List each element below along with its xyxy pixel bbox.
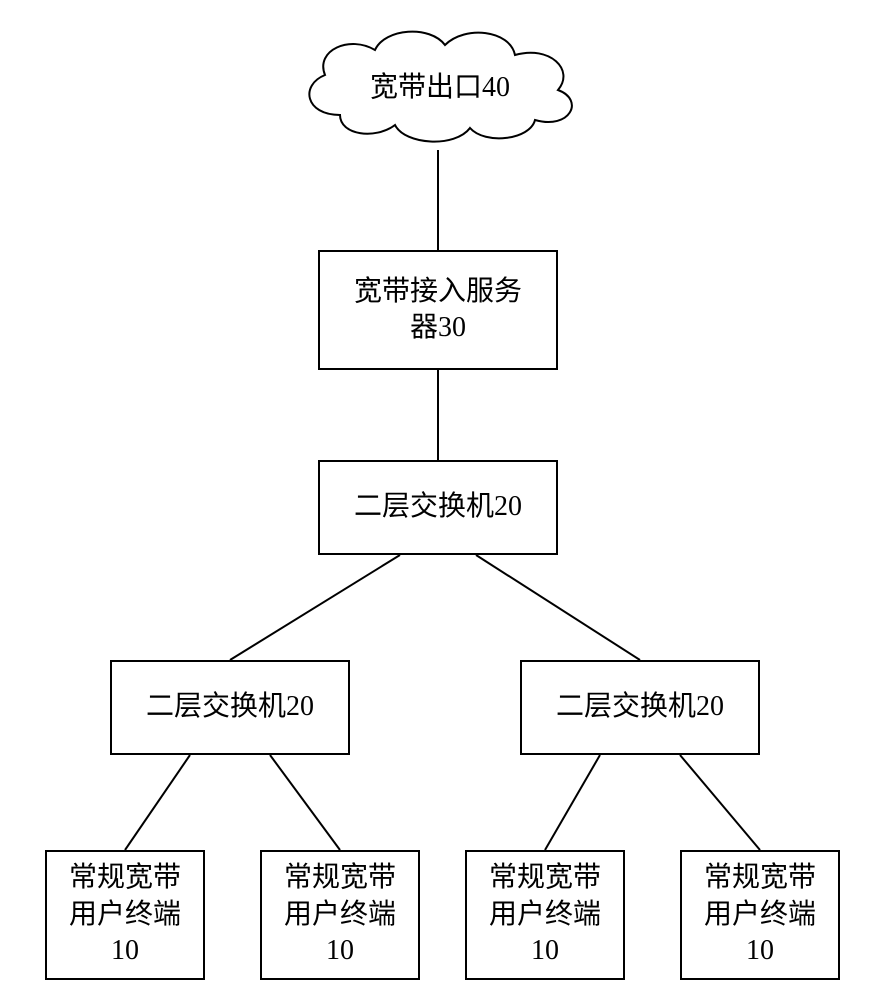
cloud-label: 宽带出口40 [370, 65, 510, 105]
switch-left-node: 二层交换机20 [110, 660, 350, 755]
cloud-node: 宽带出口40 [290, 20, 590, 150]
switch-top-node: 二层交换机20 [318, 460, 558, 555]
edge [270, 755, 340, 850]
terminal-3-line2: 用户终端 [489, 897, 601, 933]
edge [230, 555, 400, 660]
terminal-2-line3: 10 [326, 933, 354, 969]
terminal-1-node: 常规宽带 用户终端 10 [45, 850, 205, 980]
terminal-2-node: 常规宽带 用户终端 10 [260, 850, 420, 980]
server-label-line1: 宽带接入服务 [354, 274, 522, 310]
edge [476, 555, 640, 660]
terminal-1-line3: 10 [111, 933, 139, 969]
terminal-4-line3: 10 [746, 933, 774, 969]
server-node: 宽带接入服务 器30 [318, 250, 558, 370]
terminal-1-line1: 常规宽带 [69, 860, 181, 896]
terminal-3-node: 常规宽带 用户终端 10 [465, 850, 625, 980]
terminal-3-line3: 10 [531, 933, 559, 969]
terminal-1-line2: 用户终端 [69, 897, 181, 933]
switch-right-label: 二层交换机20 [556, 689, 724, 725]
edge [125, 755, 190, 850]
terminal-4-line2: 用户终端 [704, 897, 816, 933]
edge [545, 755, 600, 850]
switch-right-node: 二层交换机20 [520, 660, 760, 755]
switch-top-label: 二层交换机20 [354, 489, 522, 525]
terminal-2-line2: 用户终端 [284, 897, 396, 933]
edge [680, 755, 760, 850]
terminal-4-node: 常规宽带 用户终端 10 [680, 850, 840, 980]
terminal-3-line1: 常规宽带 [489, 860, 601, 896]
terminal-2-line1: 常规宽带 [284, 860, 396, 896]
switch-left-label: 二层交换机20 [146, 689, 314, 725]
terminal-4-line1: 常规宽带 [704, 860, 816, 896]
server-label-line2: 器30 [410, 310, 466, 346]
